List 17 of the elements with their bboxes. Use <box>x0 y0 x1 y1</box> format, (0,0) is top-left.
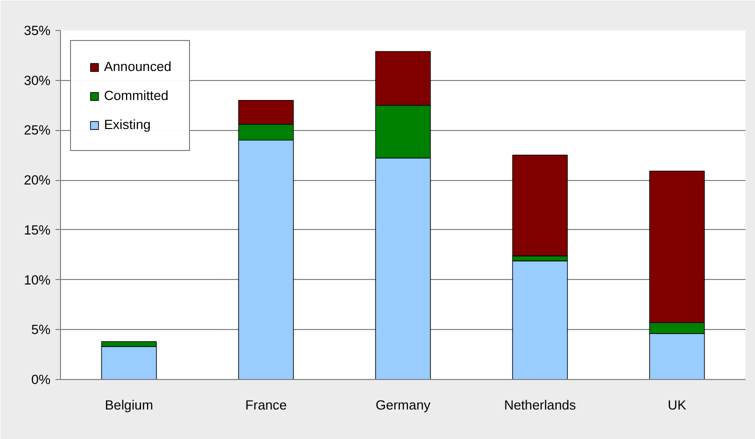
x-tick-label: UK <box>668 398 686 412</box>
legend-label: Announced <box>104 59 172 74</box>
y-tick-label: 10% <box>24 272 51 288</box>
y-tick-label: 5% <box>31 322 51 338</box>
y-tick-label: 30% <box>24 72 51 88</box>
legend-label: Committed <box>104 88 168 103</box>
legend-label: Existing <box>104 117 151 132</box>
y-tick-label: 20% <box>24 172 51 188</box>
bar <box>512 260 568 380</box>
x-tick-label: Netherlands <box>504 398 576 412</box>
y-tick-label: 35% <box>24 23 51 38</box>
x-tick-label: France <box>245 398 287 412</box>
y-tick-label: 15% <box>24 222 51 238</box>
y-tick-label: 0% <box>31 372 51 387</box>
y-tick-label: 25% <box>24 122 51 138</box>
x-tick-label: Germany <box>376 398 431 412</box>
x-tick-label: Belgium <box>104 398 154 412</box>
